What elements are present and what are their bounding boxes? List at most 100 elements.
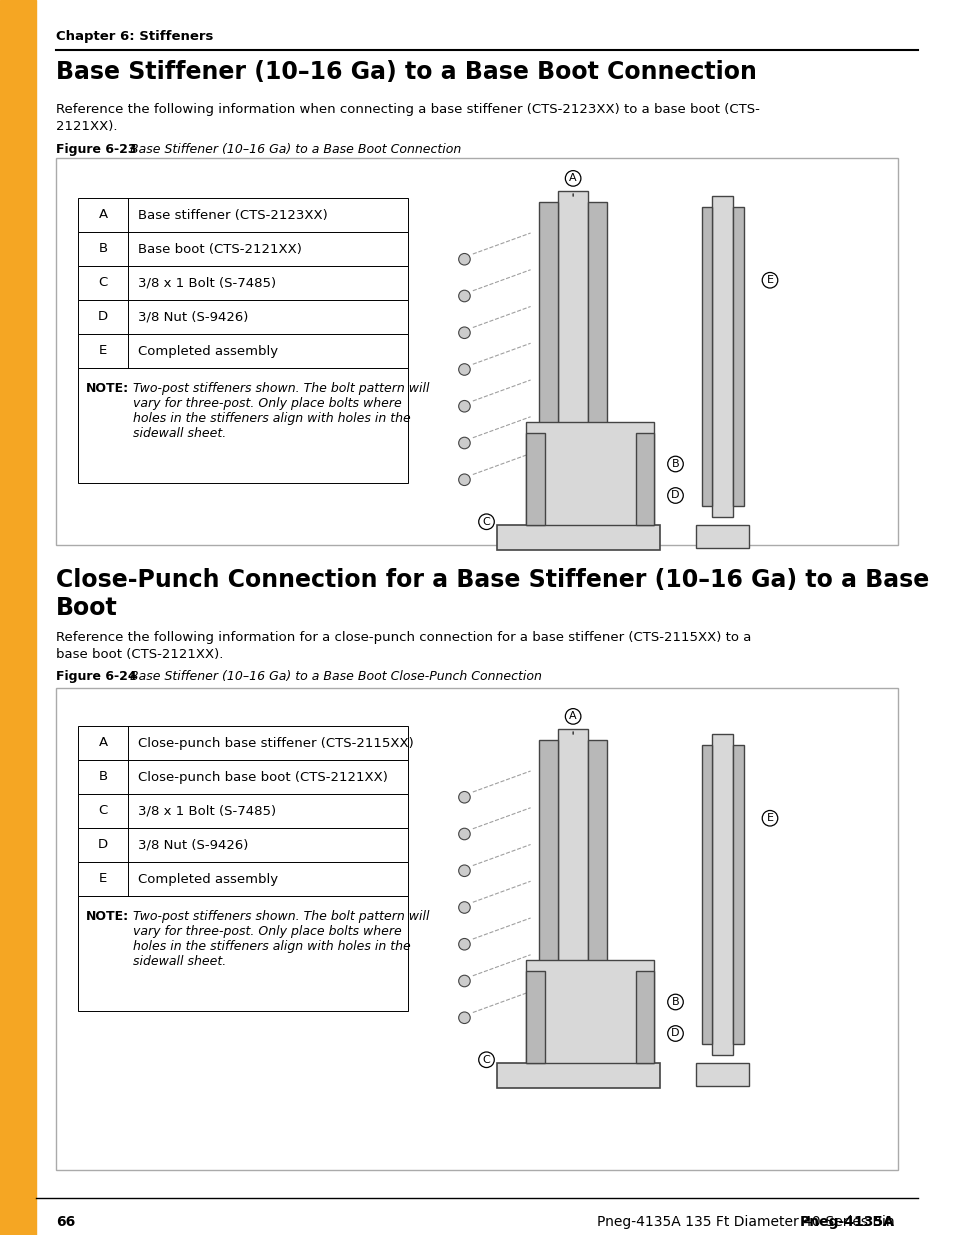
Text: Base stiffener (CTS-2123XX): Base stiffener (CTS-2123XX) xyxy=(138,209,328,221)
Text: E: E xyxy=(99,345,107,357)
Text: Base Stiffener (10–16 Ga) to a Base Boot Connection: Base Stiffener (10–16 Ga) to a Base Boot… xyxy=(126,143,460,156)
Bar xyxy=(558,729,588,1055)
Bar xyxy=(733,206,743,506)
Bar xyxy=(526,971,545,1063)
Bar xyxy=(588,201,607,506)
Bar xyxy=(78,266,408,300)
Text: E: E xyxy=(765,275,773,285)
Circle shape xyxy=(458,400,470,412)
Bar xyxy=(635,971,654,1063)
Bar xyxy=(56,688,897,1170)
Text: Close-punch base stiffener (CTS-2115XX): Close-punch base stiffener (CTS-2115XX) xyxy=(138,736,414,750)
Bar xyxy=(538,740,558,1044)
Text: Reference the following information when connecting a base stiffener (CTS-2123XX: Reference the following information when… xyxy=(56,103,760,116)
Circle shape xyxy=(458,902,470,913)
Circle shape xyxy=(458,792,470,803)
Text: Reference the following information for a close-punch connection for a base stif: Reference the following information for … xyxy=(56,631,751,643)
Text: Figure 6-23: Figure 6-23 xyxy=(56,143,136,156)
Text: 3/8 x 1 Bolt (S-7485): 3/8 x 1 Bolt (S-7485) xyxy=(138,277,275,289)
Text: Two-post stiffeners shown. The bolt pattern will
vary for three-post. Only place: Two-post stiffeners shown. The bolt patt… xyxy=(132,382,429,440)
Text: A: A xyxy=(98,736,108,750)
Text: 3/8 x 1 Bolt (S-7485): 3/8 x 1 Bolt (S-7485) xyxy=(138,804,275,818)
Text: Close-Punch Connection for a Base Stiffener (10–16 Ga) to a Base: Close-Punch Connection for a Base Stiffe… xyxy=(56,568,928,592)
Text: B: B xyxy=(671,997,679,1007)
Bar xyxy=(497,1063,659,1088)
Bar xyxy=(635,432,654,525)
Text: D: D xyxy=(671,1029,679,1039)
Circle shape xyxy=(458,474,470,485)
Text: 2121XX).: 2121XX). xyxy=(56,120,117,133)
Text: Two-post stiffeners shown. The bolt pattern will
vary for three-post. Only place: Two-post stiffeners shown. The bolt patt… xyxy=(132,910,429,968)
Bar xyxy=(526,422,654,525)
Text: 66: 66 xyxy=(56,1215,75,1229)
Text: B: B xyxy=(98,771,108,783)
Circle shape xyxy=(458,1011,470,1024)
Text: C: C xyxy=(98,804,108,818)
Text: E: E xyxy=(99,872,107,885)
Bar xyxy=(701,745,712,1044)
Bar xyxy=(78,300,408,333)
Bar xyxy=(733,745,743,1044)
Circle shape xyxy=(458,364,470,375)
Bar xyxy=(526,432,545,525)
Bar xyxy=(526,960,654,1063)
Text: NOTE:: NOTE: xyxy=(86,910,129,923)
Text: Pneg-4135A: Pneg-4135A xyxy=(800,1215,894,1229)
Text: Base boot (CTS-2121XX): Base boot (CTS-2121XX) xyxy=(138,242,301,256)
Text: Completed assembly: Completed assembly xyxy=(138,345,278,357)
Text: A: A xyxy=(569,173,577,184)
Text: NOTE:: NOTE: xyxy=(86,382,129,395)
Text: D: D xyxy=(98,310,108,324)
Bar xyxy=(56,158,897,545)
Bar xyxy=(497,525,659,550)
Bar xyxy=(78,862,408,897)
Bar xyxy=(588,740,607,1044)
Text: base boot (CTS-2121XX).: base boot (CTS-2121XX). xyxy=(56,648,223,661)
Bar xyxy=(78,232,408,266)
Text: Boot: Boot xyxy=(56,597,117,620)
Text: Base Stiffener (10–16 Ga) to a Base Boot Close-Punch Connection: Base Stiffener (10–16 Ga) to a Base Boot… xyxy=(126,671,541,683)
Bar xyxy=(78,760,408,794)
Bar xyxy=(78,794,408,827)
Text: Close-punch base boot (CTS-2121XX): Close-punch base boot (CTS-2121XX) xyxy=(138,771,388,783)
Circle shape xyxy=(458,327,470,338)
Text: Chapter 6: Stiffeners: Chapter 6: Stiffeners xyxy=(56,30,213,43)
Circle shape xyxy=(458,290,470,301)
Text: Base Stiffener (10–16 Ga) to a Base Boot Connection: Base Stiffener (10–16 Ga) to a Base Boot… xyxy=(56,61,756,84)
Bar xyxy=(78,827,408,862)
Text: C: C xyxy=(482,1055,490,1065)
Circle shape xyxy=(458,976,470,987)
Text: D: D xyxy=(671,490,679,500)
Text: 3/8 Nut (S-9426): 3/8 Nut (S-9426) xyxy=(138,839,248,851)
Text: A: A xyxy=(569,711,577,721)
Bar xyxy=(701,206,712,506)
Bar xyxy=(78,897,408,1011)
Text: D: D xyxy=(98,839,108,851)
Circle shape xyxy=(458,253,470,266)
Bar xyxy=(78,198,408,232)
Circle shape xyxy=(458,939,470,950)
Bar xyxy=(78,333,408,368)
Text: 3/8 Nut (S-9426): 3/8 Nut (S-9426) xyxy=(138,310,248,324)
Bar xyxy=(696,525,748,548)
Text: E: E xyxy=(765,814,773,824)
Text: Figure 6-24: Figure 6-24 xyxy=(56,671,136,683)
Bar xyxy=(78,726,408,760)
Text: B: B xyxy=(98,242,108,256)
Circle shape xyxy=(458,864,470,877)
Bar xyxy=(712,735,733,1055)
Bar xyxy=(78,368,408,483)
Bar xyxy=(538,201,558,506)
Bar xyxy=(712,196,733,516)
Text: B: B xyxy=(671,459,679,469)
Text: C: C xyxy=(98,277,108,289)
Bar xyxy=(558,191,588,516)
Text: Completed assembly: Completed assembly xyxy=(138,872,278,885)
Text: Pneg-4135A 135 Ft Diameter 40-Series Bin: Pneg-4135A 135 Ft Diameter 40-Series Bin xyxy=(597,1215,894,1229)
Text: A: A xyxy=(98,209,108,221)
Circle shape xyxy=(458,437,470,448)
Text: C: C xyxy=(482,516,490,527)
Bar xyxy=(0,0,36,1235)
Circle shape xyxy=(458,829,470,840)
Bar xyxy=(696,1063,748,1086)
